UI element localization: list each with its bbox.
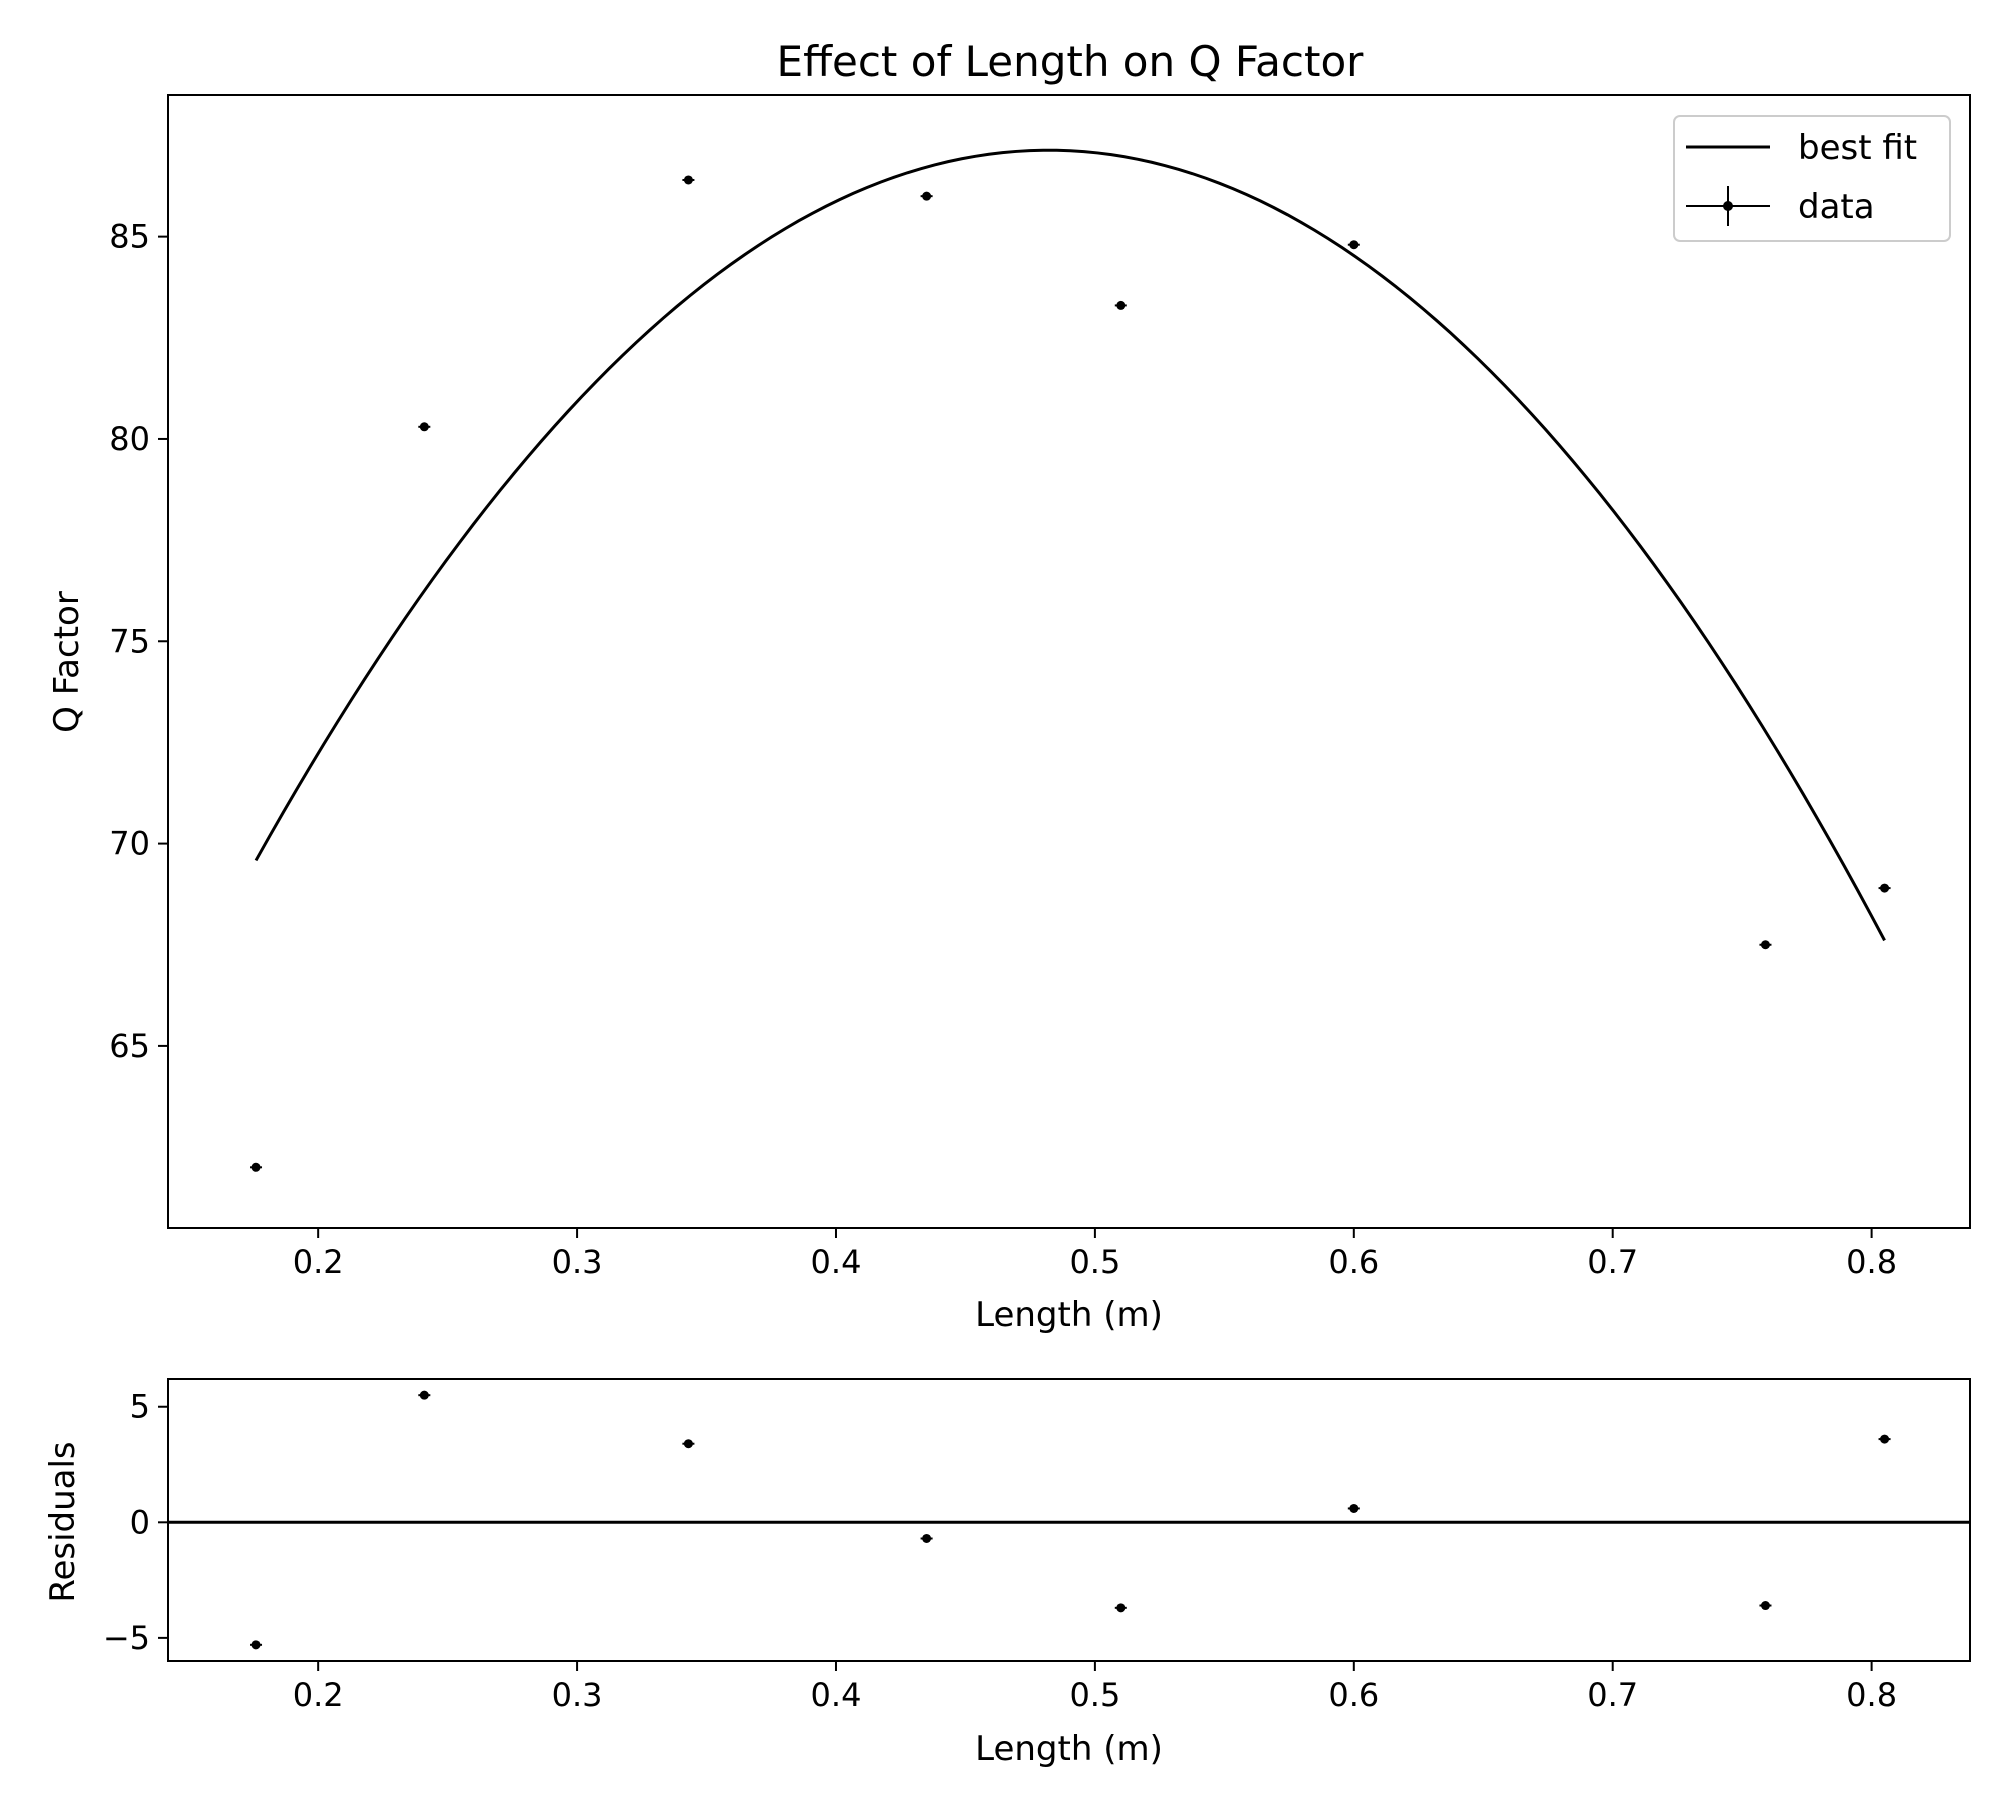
residuals-data-point <box>418 1390 431 1400</box>
residuals-x-axis-label: Length (m) <box>975 1729 1163 1769</box>
main-y-tick-label: 65 <box>109 1027 150 1065</box>
main-y-tick-label: 85 <box>109 218 150 256</box>
residuals-x-tick-label: 0.3 <box>552 1676 603 1714</box>
main-data-point <box>1878 883 1891 893</box>
main-x-axis-label: Length (m) <box>975 1295 1163 1335</box>
main-plot-frame <box>167 94 1971 1229</box>
residuals-chart: 0.2 0.3 0.4 0.5 0.6 0.7 0.8 −5 0 5 Length (m) Res… <box>43 1378 1971 1769</box>
residuals-x-tick-label: 0.2 <box>293 1676 344 1714</box>
residuals-data-point <box>1114 1603 1127 1613</box>
residuals-x-tick-label: 0.5 <box>1069 1676 1120 1714</box>
residuals-data-point <box>1878 1434 1891 1444</box>
residuals-x-tick-label: 0.6 <box>1328 1676 1379 1714</box>
main-y-tick-label: 80 <box>109 420 150 458</box>
main-data-point <box>418 422 431 432</box>
main-data-point <box>1347 240 1360 250</box>
main-x-tick-label: 0.7 <box>1587 1243 1638 1281</box>
residuals-data-point <box>682 1439 695 1449</box>
main-y-tick-label: 75 <box>109 622 150 660</box>
main-x-tick-label: 0.3 <box>552 1243 603 1281</box>
main-x-tick-label: 0.8 <box>1846 1243 1897 1281</box>
residuals-y-axis-label: Residuals <box>43 1441 83 1602</box>
residuals-y-tick-label: −5 <box>103 1619 150 1657</box>
legend-best-fit-label: best fit <box>1798 128 1917 168</box>
best-fit-line <box>254 148 1886 942</box>
main-x-tick-label: 0.6 <box>1328 1243 1379 1281</box>
residuals-plot-frame <box>167 1378 1971 1662</box>
main-data-point <box>920 191 933 201</box>
legend-data-label: data <box>1798 187 1875 227</box>
residuals-y-tick-label: 5 <box>130 1388 150 1426</box>
main-y-axis-label: Q Factor <box>47 591 87 733</box>
main-x-tick-label: 0.2 <box>293 1243 344 1281</box>
main-x-tick-label: 0.5 <box>1069 1243 1120 1281</box>
residuals-y-tick-label: 0 <box>130 1503 150 1541</box>
residuals-x-tick-label: 0.7 <box>1587 1676 1638 1714</box>
main-data-point <box>250 1162 263 1172</box>
legend-data-swatch <box>1686 186 1770 226</box>
chart-title: Effect of Length on Q Factor <box>777 37 1365 86</box>
residuals-data-point <box>250 1640 263 1650</box>
main-plot-area: 0.2 0.3 0.4 0.5 0.6 0.7 0.8 65 70 75 80 85 <box>109 148 1897 1281</box>
residuals-plot-area: 0.2 0.3 0.4 0.5 0.6 0.7 0.8 −5 0 5 <box>103 1388 1970 1714</box>
residuals-data-point <box>1759 1601 1772 1611</box>
main-x-tick-label: 0.4 <box>811 1243 862 1281</box>
residuals-data-point <box>1347 1503 1360 1513</box>
residuals-data-point <box>920 1533 933 1543</box>
residuals-x-tick-label: 0.8 <box>1846 1676 1897 1714</box>
main-data-point <box>1759 940 1772 950</box>
legend: best fit data <box>1673 115 1951 242</box>
main-chart: Effect of Length on Q Factor 0.2 0.3 0.4 0.… <box>47 37 1971 1335</box>
residuals-x-tick-label: 0.4 <box>811 1676 862 1714</box>
main-y-tick-label: 70 <box>109 825 150 863</box>
main-data-point <box>682 175 695 185</box>
main-data-point <box>1114 300 1127 310</box>
